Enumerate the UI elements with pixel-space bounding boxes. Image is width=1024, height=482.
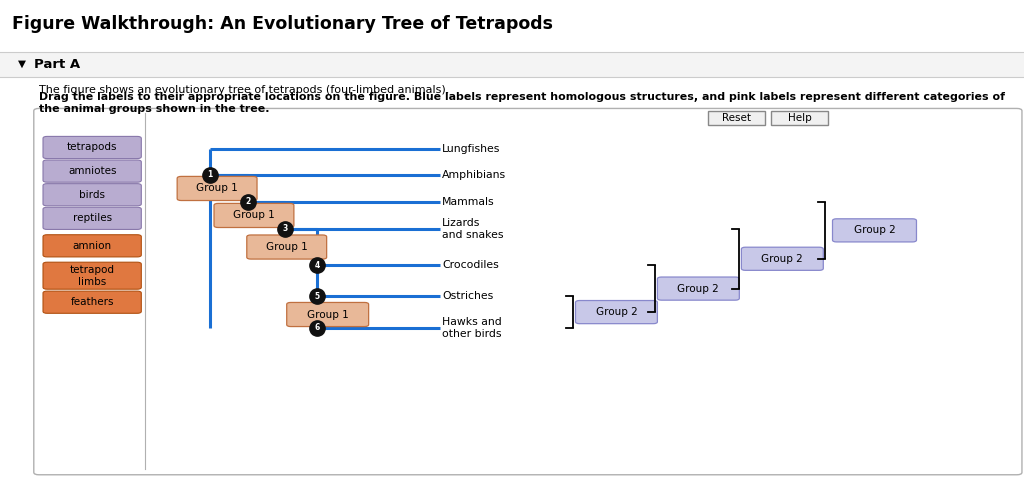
Text: 3: 3 bbox=[282, 225, 288, 233]
Text: Lizards
and snakes: Lizards and snakes bbox=[442, 218, 504, 240]
Text: Crocodiles: Crocodiles bbox=[442, 260, 499, 270]
Text: Group 1: Group 1 bbox=[307, 309, 348, 320]
Text: 5: 5 bbox=[314, 292, 321, 301]
Text: reptiles: reptiles bbox=[73, 214, 112, 223]
Text: Group 1: Group 1 bbox=[266, 242, 307, 252]
Text: Group 1: Group 1 bbox=[197, 184, 238, 193]
Text: Reset: Reset bbox=[722, 113, 751, 123]
Text: 4: 4 bbox=[314, 261, 321, 269]
Text: 1: 1 bbox=[207, 171, 213, 179]
FancyBboxPatch shape bbox=[43, 207, 141, 229]
Text: amnion: amnion bbox=[73, 241, 112, 251]
FancyBboxPatch shape bbox=[575, 301, 657, 324]
FancyBboxPatch shape bbox=[43, 184, 141, 206]
FancyBboxPatch shape bbox=[287, 303, 369, 327]
FancyBboxPatch shape bbox=[43, 160, 141, 182]
FancyBboxPatch shape bbox=[34, 108, 1022, 475]
Text: Hawks and
other birds: Hawks and other birds bbox=[442, 317, 502, 338]
FancyBboxPatch shape bbox=[177, 176, 257, 201]
Text: Ostriches: Ostriches bbox=[442, 292, 494, 301]
FancyBboxPatch shape bbox=[43, 136, 141, 159]
Text: Lungfishes: Lungfishes bbox=[442, 145, 501, 154]
FancyBboxPatch shape bbox=[43, 235, 141, 257]
Text: feathers: feathers bbox=[71, 297, 114, 307]
Text: Mammals: Mammals bbox=[442, 197, 495, 207]
Text: tetrapods: tetrapods bbox=[67, 143, 118, 152]
Text: Group 1: Group 1 bbox=[233, 211, 274, 220]
Text: Figure Walkthrough: An Evolutionary Tree of Tetrapods: Figure Walkthrough: An Evolutionary Tree… bbox=[12, 15, 553, 33]
FancyBboxPatch shape bbox=[833, 219, 916, 242]
Bar bbox=[0, 0, 1024, 51]
Text: Part A: Part A bbox=[34, 58, 80, 70]
Text: ▼: ▼ bbox=[18, 59, 27, 69]
FancyBboxPatch shape bbox=[214, 203, 294, 228]
Text: Group 2: Group 2 bbox=[854, 226, 895, 235]
FancyBboxPatch shape bbox=[708, 111, 765, 125]
FancyBboxPatch shape bbox=[771, 111, 828, 125]
Text: Drag the labels to their appropriate locations on the figure. Blue labels repres: Drag the labels to their appropriate loc… bbox=[39, 93, 1005, 114]
Text: The figure shows an evolutionary tree of tetrapods (four-limbed animals).: The figure shows an evolutionary tree of… bbox=[39, 85, 450, 94]
Bar bbox=[0, 52, 1024, 77]
FancyBboxPatch shape bbox=[741, 247, 823, 270]
FancyBboxPatch shape bbox=[43, 291, 141, 313]
Text: Group 2: Group 2 bbox=[596, 307, 637, 317]
Text: 6: 6 bbox=[314, 323, 321, 332]
Text: Group 2: Group 2 bbox=[678, 283, 719, 294]
FancyBboxPatch shape bbox=[43, 262, 141, 289]
FancyBboxPatch shape bbox=[247, 235, 327, 259]
Text: 2: 2 bbox=[245, 198, 251, 206]
FancyBboxPatch shape bbox=[657, 277, 739, 300]
Text: Help: Help bbox=[787, 113, 812, 123]
Text: birds: birds bbox=[79, 190, 105, 200]
Text: Group 2: Group 2 bbox=[762, 254, 803, 264]
Text: tetrapod
limbs: tetrapod limbs bbox=[70, 265, 115, 286]
Text: amniotes: amniotes bbox=[68, 166, 117, 176]
Text: Amphibians: Amphibians bbox=[442, 170, 507, 180]
